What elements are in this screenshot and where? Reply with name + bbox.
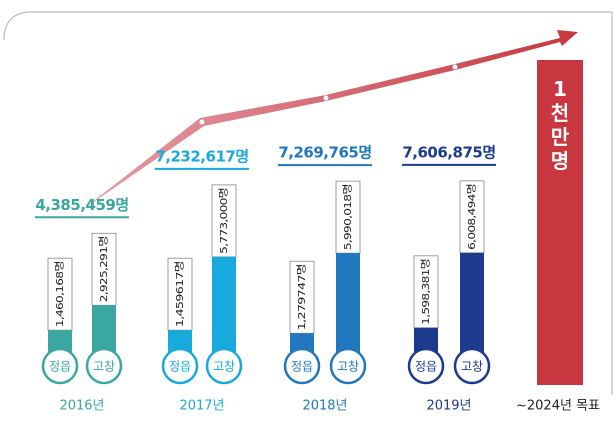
label-box [413, 255, 439, 329]
trend-arrow [82, 30, 578, 210]
series-name: 정읍 [49, 360, 71, 374]
value-label: 1,279747명 [296, 264, 308, 330]
frame [3, 11, 612, 41]
series-badge [85, 347, 123, 385]
x-tick-label: 2019년 [426, 399, 471, 414]
x-tick-label: 2016년 [59, 399, 104, 414]
value-label: 6,008,494명 [466, 184, 478, 250]
label-box [211, 184, 237, 258]
series-badge [205, 347, 243, 385]
goal-category: ~2024년 목표 [516, 399, 600, 414]
series-name: 고창 [337, 360, 359, 374]
series-badge [161, 347, 199, 385]
series-name: 정읍 [169, 360, 191, 374]
label-box [91, 232, 117, 306]
trend-dot [452, 64, 458, 70]
x-tick-label: 2017년 [179, 399, 224, 414]
series-name: 고창 [461, 360, 483, 374]
total-label: 7,269,765명 [278, 144, 371, 162]
x-tick-label: 2018년 [302, 399, 347, 414]
value-label: 1,459617명 [174, 261, 186, 327]
bar [212, 256, 236, 355]
trend-dot [79, 207, 85, 213]
series-name: 고창 [93, 360, 115, 374]
label-box [335, 180, 361, 254]
value-label: 2,925,291명 [98, 236, 110, 302]
series-badge [329, 347, 367, 385]
label-box [459, 180, 485, 254]
total-label: 7,606,875명 [402, 143, 495, 161]
series-badge [407, 347, 445, 385]
trend-dot [323, 95, 329, 101]
label-box [289, 260, 315, 334]
value-label: 5,990,018명 [342, 184, 354, 250]
trend-dots [79, 64, 458, 213]
goal-bar [537, 60, 583, 385]
value-label: 1,460,168명 [54, 261, 66, 327]
series-badge [283, 347, 321, 385]
bar [336, 253, 360, 355]
series-badge [453, 347, 491, 385]
bar [460, 252, 484, 355]
total-label: 4,385,459명 [35, 196, 128, 214]
series-badge [41, 347, 79, 385]
label-box [47, 257, 73, 331]
series-name: 고창 [213, 360, 235, 374]
bar [92, 305, 116, 355]
trend-dot [199, 119, 205, 125]
label-box [167, 257, 193, 331]
value-label: 5,773,000명 [218, 188, 230, 254]
total-label: 7,232,617명 [155, 147, 248, 165]
value-label: 1,598,381명 [420, 259, 432, 325]
series-name: 정읍 [415, 360, 437, 374]
series-name: 정읍 [291, 360, 313, 374]
